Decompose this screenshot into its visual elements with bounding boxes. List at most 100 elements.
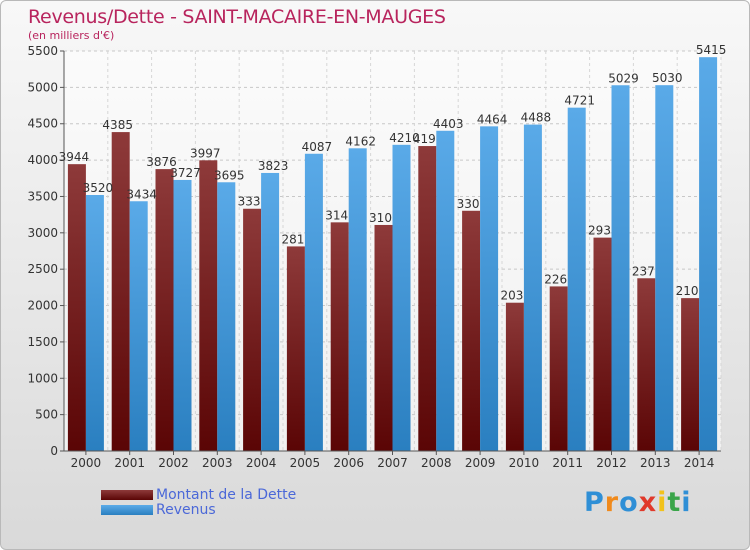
data-label-debt: 333	[238, 195, 261, 209]
data-label-revenue: 3434	[126, 187, 157, 201]
bar-revenue	[304, 153, 323, 451]
x-tick-label: 2004	[246, 456, 277, 470]
bar-revenue	[567, 107, 586, 452]
data-label-revenue: 5029	[608, 71, 639, 85]
bars	[67, 57, 718, 452]
bar-revenue	[173, 179, 192, 452]
bar-debt	[418, 146, 437, 451]
data-label-revenue: 4210	[389, 131, 420, 145]
data-label-debt: 3944	[59, 150, 90, 164]
legend-label-revenue: Revenus	[156, 501, 216, 518]
bar-debt	[374, 224, 393, 451]
x-tick-label: 2010	[509, 456, 540, 470]
y-tick-label: 3000	[27, 226, 58, 240]
bar-revenue	[655, 85, 674, 451]
data-label-debt: 3997	[190, 146, 221, 160]
legend-label-debt: Montant de la Dette	[156, 486, 297, 503]
data-label-debt: 210	[676, 284, 699, 298]
bar-debt	[67, 164, 86, 451]
bar-revenue	[611, 85, 630, 451]
logo-letter: P	[584, 487, 605, 518]
bar-revenue	[129, 201, 148, 451]
bar-revenue	[699, 57, 718, 451]
bar-revenue	[261, 172, 280, 452]
bar-debt	[681, 298, 700, 451]
data-label-revenue: 3695	[214, 168, 245, 182]
data-label-debt: 293	[588, 224, 611, 238]
logo-letter: o	[619, 487, 639, 518]
legend: Montant de la Dette Revenus	[101, 486, 297, 518]
data-label-debt: 4385	[102, 118, 133, 132]
data-label-revenue: 3727	[170, 166, 201, 180]
proxiti-logo: Proxiti	[584, 487, 692, 518]
logo-letter: x	[638, 487, 658, 518]
bar-debt	[549, 286, 568, 451]
data-label-revenue: 4403	[433, 117, 464, 131]
bar-debt	[199, 160, 218, 452]
x-tick-label: 2003	[202, 456, 233, 470]
data-label-debt: 237	[632, 264, 655, 278]
y-tick-label: 2500	[27, 262, 58, 276]
x-tick-label: 2008	[421, 456, 452, 470]
x-tick-label: 2001	[114, 456, 145, 470]
legend-item-debt: Montant de la Dette	[101, 486, 297, 503]
data-label-revenue: 3520	[83, 181, 114, 195]
y-tick-label: 0	[50, 444, 58, 458]
data-label-revenue: 4464	[477, 112, 508, 126]
axes: 0 500 1000 1500 2000 2500 3000 3500 4000 4500 5000…	[27, 44, 721, 470]
legend-item-revenue: Revenus	[101, 501, 296, 518]
legend-swatch-revenue	[101, 504, 153, 515]
logo-letter: i	[657, 487, 668, 518]
data-label-revenue: 4488	[521, 111, 552, 125]
data-label-debt: 310	[369, 211, 392, 225]
bar-debt	[330, 222, 349, 451]
bar-revenue	[436, 130, 455, 452]
x-tick-label: 2007	[377, 456, 408, 470]
legend-swatch-debt	[101, 489, 153, 500]
data-label-debt: 3876	[146, 155, 177, 169]
bar-revenue	[348, 148, 367, 452]
x-tick-label: 2002	[158, 456, 189, 470]
bar-debt	[243, 208, 262, 451]
bar-debt	[505, 302, 524, 451]
y-tick-label: 1000	[27, 371, 58, 385]
x-tick-label: 2005	[290, 456, 321, 470]
bar-revenue	[392, 144, 411, 451]
bar-debt	[462, 210, 481, 451]
bar-debt	[155, 169, 174, 452]
x-tick-label: 2012	[596, 456, 627, 470]
chart-title: Revenus/Dette - SAINT-MACAIRE-EN-MAUGES	[28, 6, 446, 28]
y-tick-label: 1500	[27, 335, 58, 349]
y-tick-label: 4500	[27, 117, 58, 131]
bar-debt	[111, 132, 130, 451]
bar-revenue	[217, 182, 236, 452]
bar-debt	[637, 278, 656, 451]
x-tick-label: 2013	[640, 456, 671, 470]
data-label-revenue: 3823	[258, 159, 289, 173]
chart-subtitle: (en milliers d'€)	[28, 29, 115, 42]
bar-debt	[286, 246, 305, 451]
y-tick-label: 2000	[27, 299, 58, 313]
data-label-revenue: 5030	[652, 71, 683, 85]
y-tick-label: 500	[35, 408, 58, 422]
data-label-debt: 281	[281, 232, 304, 246]
x-tick-label: 2009	[465, 456, 496, 470]
data-label-revenue: 4087	[302, 140, 333, 154]
x-tick-label: 2000	[71, 456, 102, 470]
data-label-debt: 203	[500, 289, 523, 303]
bar-revenue	[523, 124, 542, 451]
data-label-debt: 226	[544, 272, 567, 286]
x-tick-label: 2006	[333, 456, 364, 470]
data-label-revenue: 5415	[696, 43, 727, 57]
logo-letter: t	[667, 487, 682, 518]
y-tick-label: 4000	[27, 153, 58, 167]
logo-letter: i	[681, 487, 692, 518]
y-tick-label: 3500	[27, 189, 58, 203]
y-tick-label: 5500	[27, 44, 58, 58]
x-tick-label: 2011	[552, 456, 583, 470]
x-tick-label: 2014	[684, 456, 715, 470]
bar-debt	[593, 237, 612, 451]
